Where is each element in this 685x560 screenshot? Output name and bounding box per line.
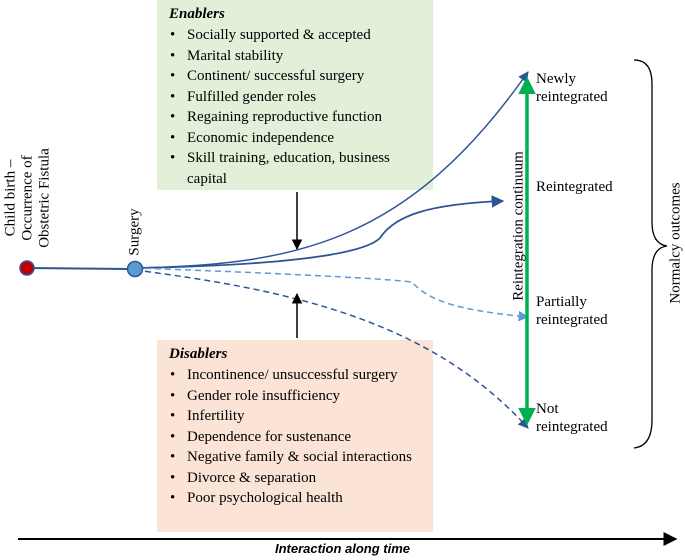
disabler-item: Gender role insufficiency [169, 386, 425, 407]
disabler-item: Infertility [169, 406, 425, 427]
start-label: Child birth – Occurrence of Obstetric Fi… [3, 148, 54, 248]
path-newly-reintegrated [134, 71, 529, 269]
start-node [19, 260, 35, 276]
disablers-title: Disablers [169, 346, 228, 362]
disabler-item: Incontinence/ unsuccessful surgery [169, 365, 425, 386]
surgery-node [126, 260, 144, 278]
start-label-line: Child birth – [2, 159, 19, 237]
start-label-line: Obstetric Fistula [36, 148, 53, 248]
enabler-item: Economic independence [169, 128, 425, 149]
continuum-label: Reintegration continuum [510, 151, 527, 301]
enablers-box: Enablers Socially supported & accepted M… [157, 0, 433, 190]
trunk-line [26, 267, 134, 270]
start-label-line: Occurrence of [19, 155, 36, 241]
outcome-text: Partially [536, 294, 587, 310]
outcome-not-reintegrated: Not reintegrated [536, 400, 608, 436]
disabler-item: Dependence for sustenance [169, 427, 425, 448]
timeline-label: Interaction along time [274, 541, 411, 556]
disabler-item: Divorce & separation [169, 468, 425, 489]
outcome-text: reintegrated [536, 419, 608, 435]
enabler-item: Continent/ successful surgery [169, 66, 425, 87]
enabler-item: Fulfilled gender roles [169, 87, 425, 108]
outcome-newly-reintegrated: Newly reintegrated [536, 70, 608, 106]
disabler-item: Negative family & social interactions [169, 447, 425, 468]
outcomes-label: Normalcy outcomes [667, 182, 684, 304]
enabler-item: Skill training, education, business capi… [169, 148, 425, 189]
path-not-reintegrated [134, 269, 529, 429]
enablers-title: Enablers [169, 6, 225, 22]
enabler-item: Regaining reproductive function [169, 107, 425, 128]
outcome-text: Not [536, 401, 559, 417]
enabler-item: Socially supported & accepted [169, 25, 425, 46]
outcome-reintegrated: Reintegrated [536, 179, 613, 195]
disabler-item: Poor psychological health [169, 488, 425, 509]
enabler-item: Marital stability [169, 46, 425, 67]
enablers-list: Socially supported & accepted Marital st… [169, 25, 425, 189]
path-partially-reintegrated [134, 267, 530, 322]
surgery-label: Surgery [126, 208, 143, 256]
outcome-text: Newly [536, 71, 576, 87]
outcome-partially-reintegrated: Partially reintegrated [536, 293, 608, 329]
outcome-text: reintegrated [536, 312, 608, 328]
outcome-text: reintegrated [536, 89, 608, 105]
disablers-box: Disablers Incontinence/ unsuccessful sur… [157, 340, 433, 532]
outcomes-brace [633, 59, 668, 449]
disablers-list: Incontinence/ unsuccessful surgery Gende… [169, 365, 425, 509]
path-reintegrated [134, 195, 505, 269]
